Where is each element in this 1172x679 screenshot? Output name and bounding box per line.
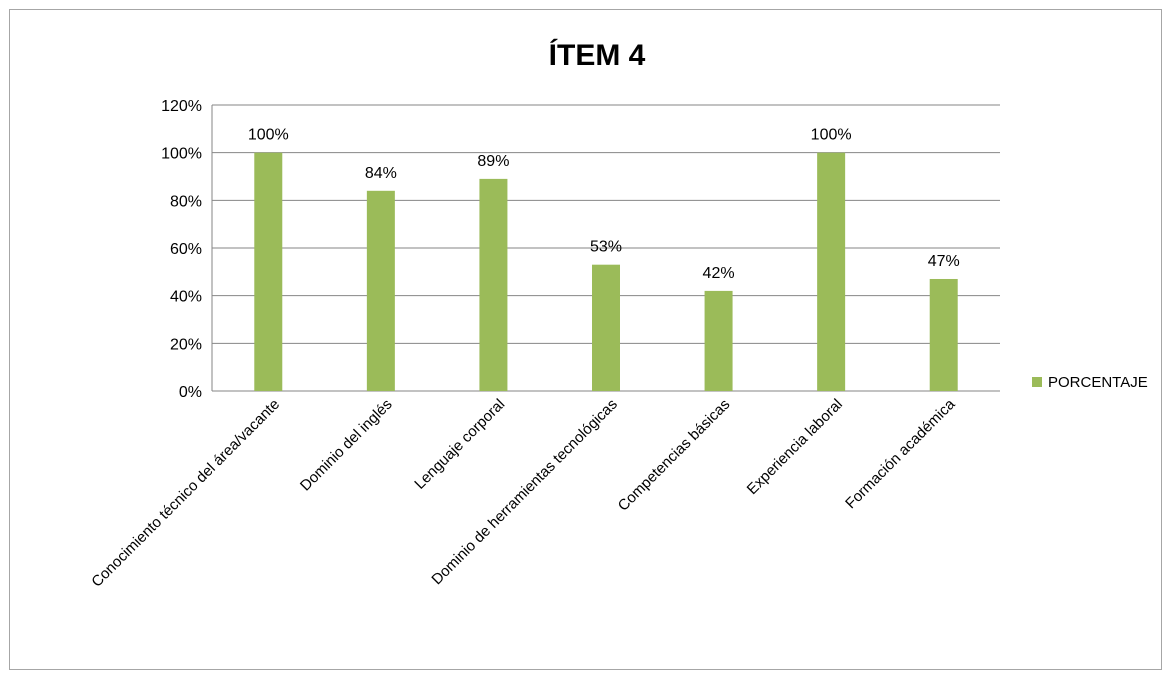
data-labels: 100% 84% 89% 53% 42% 100% 47% [248,127,960,282]
legend-label: PORCENTAJE [1048,374,1148,391]
category-label: Competencias básicas [615,396,734,515]
bar [929,278,958,391]
data-label: 42% [703,265,735,282]
data-label: 84% [365,165,397,182]
bar-chart: ÍTEM 4 0% 20% 40% 60% 80% 100% 120% 100% 84% 89%… [88,38,1148,591]
y-tick-label: 0% [179,384,202,401]
y-tick-label: 80% [170,193,202,210]
y-tick-label: 100% [161,146,202,163]
bar [592,264,620,391]
data-label: 53% [590,239,622,256]
data-label: 100% [811,127,852,144]
y-tick-label: 20% [170,336,202,353]
legend: PORCENTAJE [1032,374,1148,391]
category-label: Dominio de herramientas tecnológicas [428,396,620,588]
category-label: Dominio del inglés [297,396,396,495]
y-axis-ticks: 0% 20% 40% 60% 80% 100% 120% [161,98,202,401]
legend-swatch [1032,377,1042,387]
bar [704,290,733,391]
category-label: Lenguaje corporal [411,396,508,493]
category-label: Experiencia laboral [744,396,846,498]
category-label: Formación académica [842,395,959,512]
data-label: 100% [248,127,289,144]
bars [254,152,958,391]
bar [254,152,283,391]
y-tick-label: 120% [161,98,202,115]
data-label: 47% [928,253,960,270]
chart-frame: ÍTEM 4 0% 20% 40% 60% 80% 100% 120% 100% 84% 89%… [9,9,1162,670]
bar [479,178,508,391]
bar [366,190,395,391]
chart-title: ÍTEM 4 [549,38,646,72]
y-tick-label: 40% [170,289,202,306]
y-tick-label: 60% [170,241,202,258]
bar [817,152,846,391]
category-label: Conocimiento técnico del área/vacante [88,396,283,591]
x-axis-categories: Conocimiento técnico del área/vacante Dom… [88,395,959,590]
data-label: 89% [477,153,509,170]
